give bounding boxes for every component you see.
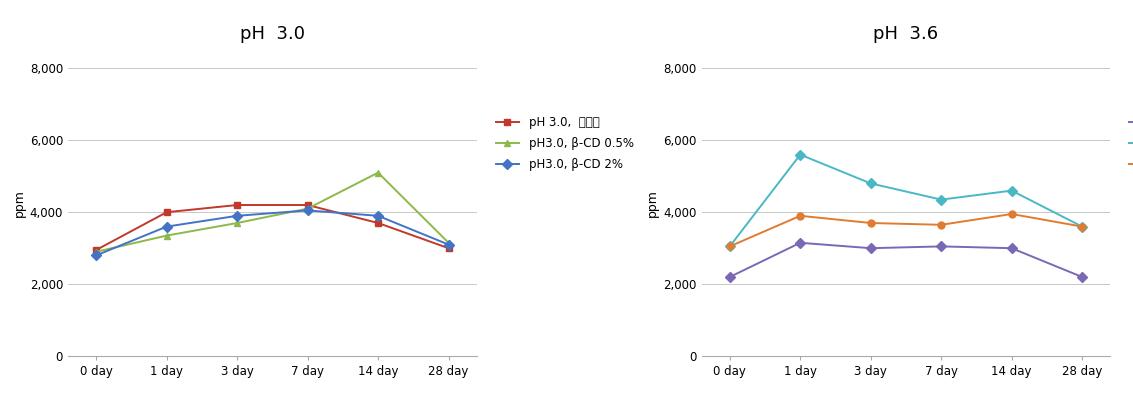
Y-axis label: ppm: ppm [646, 189, 659, 217]
pH3.6, β-CD 2% [935, 222, 948, 228]
pH 3.6,  대조군 [1075, 274, 1089, 279]
pH3.0, β-CD 0.5% [372, 170, 385, 175]
pH 3.0,  대조군 [300, 202, 314, 207]
Line: pH 3.6,  대조군: pH 3.6, 대조군 [726, 239, 1085, 280]
pH3.0, β-CD 2% [300, 208, 314, 213]
pH3.0, β-CD 0.5% [160, 233, 173, 238]
Line: pH3.6, β-CD 2%: pH3.6, β-CD 2% [726, 210, 1085, 250]
pH3.6, β-CD 0.5% [935, 197, 948, 202]
pH3.6, β-CD 2% [1075, 224, 1089, 229]
pH3.6, β-CD 2% [723, 244, 736, 249]
pH3.0, β-CD 0.5% [230, 220, 244, 225]
pH 3.0,  대조군 [90, 248, 103, 253]
pH3.6, β-CD 0.5% [723, 244, 736, 249]
pH3.0, β-CD 0.5% [300, 206, 314, 211]
pH3.0, β-CD 0.5% [442, 240, 455, 245]
pH3.0, β-CD 2% [90, 253, 103, 258]
pH 3.0,  대조군 [230, 202, 244, 207]
Title: pH  3.0: pH 3.0 [240, 25, 305, 43]
pH 3.0,  대조군 [372, 220, 385, 225]
pH 3.6,  대조군 [935, 244, 948, 249]
Line: pH 3.0,  대조군: pH 3.0, 대조군 [93, 202, 452, 253]
pH3.0, β-CD 0.5% [90, 249, 103, 254]
Line: pH3.6, β-CD 0.5%: pH3.6, β-CD 0.5% [726, 151, 1085, 250]
Legend: pH 3.6,  대조군, pH3.6, β-CD 0.5%, pH3.6, β-CD 2%: pH 3.6, 대조군, pH3.6, β-CD 0.5%, pH3.6, β-… [1124, 111, 1133, 176]
pH3.6, β-CD 0.5% [1005, 188, 1019, 193]
Line: pH3.0, β-CD 0.5%: pH3.0, β-CD 0.5% [93, 169, 452, 255]
pH 3.6,  대조군 [793, 240, 807, 245]
pH3.6, β-CD 2% [864, 220, 878, 225]
pH3.0, β-CD 2% [442, 242, 455, 247]
pH3.0, β-CD 2% [372, 213, 385, 218]
pH 3.6,  대조군 [723, 274, 736, 279]
pH3.6, β-CD 2% [793, 213, 807, 218]
pH 3.6,  대조군 [864, 246, 878, 251]
pH3.6, β-CD 2% [1005, 212, 1019, 217]
Line: pH3.0, β-CD 2%: pH3.0, β-CD 2% [93, 207, 452, 259]
pH 3.6,  대조군 [1005, 246, 1019, 251]
Y-axis label: ppm: ppm [12, 189, 26, 217]
pH3.6, β-CD 0.5% [864, 181, 878, 186]
pH 3.0,  대조군 [160, 210, 173, 215]
pH3.0, β-CD 2% [160, 224, 173, 229]
pH3.6, β-CD 0.5% [793, 152, 807, 157]
pH3.0, β-CD 2% [230, 213, 244, 218]
Legend: pH 3.0,  대조군, pH3.0, β-CD 0.5%, pH3.0, β-CD 2%: pH 3.0, 대조군, pH3.0, β-CD 0.5%, pH3.0, β-… [491, 111, 638, 176]
Title: pH  3.6: pH 3.6 [874, 25, 938, 43]
pH 3.0,  대조군 [442, 246, 455, 251]
pH3.6, β-CD 0.5% [1075, 224, 1089, 229]
